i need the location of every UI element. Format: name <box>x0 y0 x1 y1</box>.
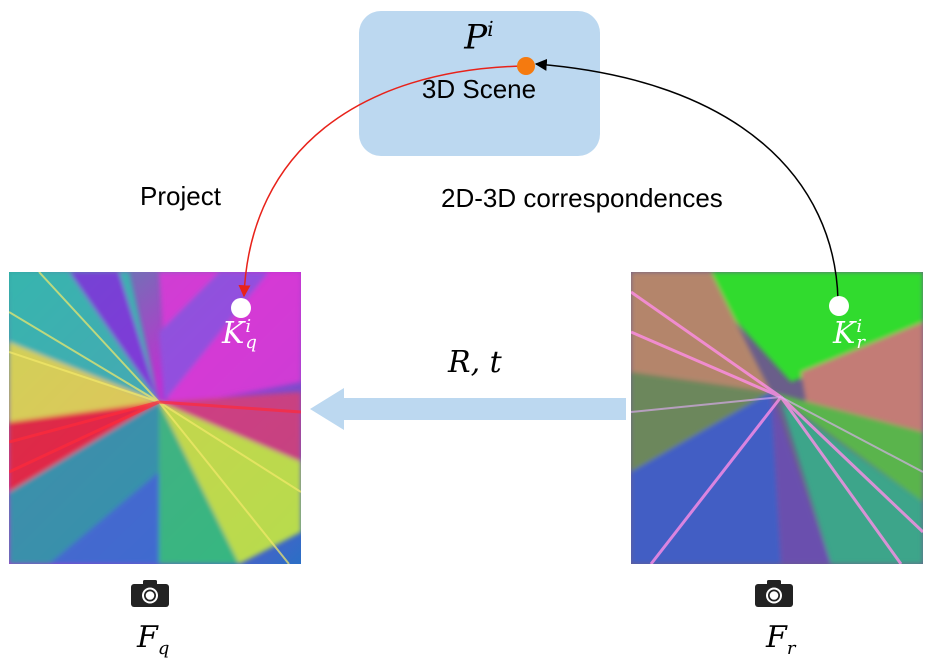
project-label: Project <box>140 181 221 211</box>
reference-feature-label: Fr <box>766 620 796 659</box>
camera-icon <box>754 578 794 608</box>
scene-point <box>517 57 535 75</box>
reference-feature-map <box>631 272 923 564</box>
query-feature-map <box>9 272 301 564</box>
camera-icon <box>130 578 170 608</box>
project-arrow <box>238 65 524 298</box>
query-keypoint <box>231 298 251 318</box>
scene-point-label: Pi <box>464 17 494 58</box>
correspondences-label: 2D-3D correspondences <box>441 183 723 213</box>
correspondence-arrow <box>534 58 839 301</box>
reference-keypoint <box>829 296 849 316</box>
pose-label: R, t <box>448 345 502 380</box>
query-feature-label: Fq <box>137 620 170 659</box>
pose-arrow <box>310 388 626 430</box>
scene-box: Pi 3D Scene <box>359 11 600 156</box>
scene-label: 3D Scene <box>421 74 537 104</box>
